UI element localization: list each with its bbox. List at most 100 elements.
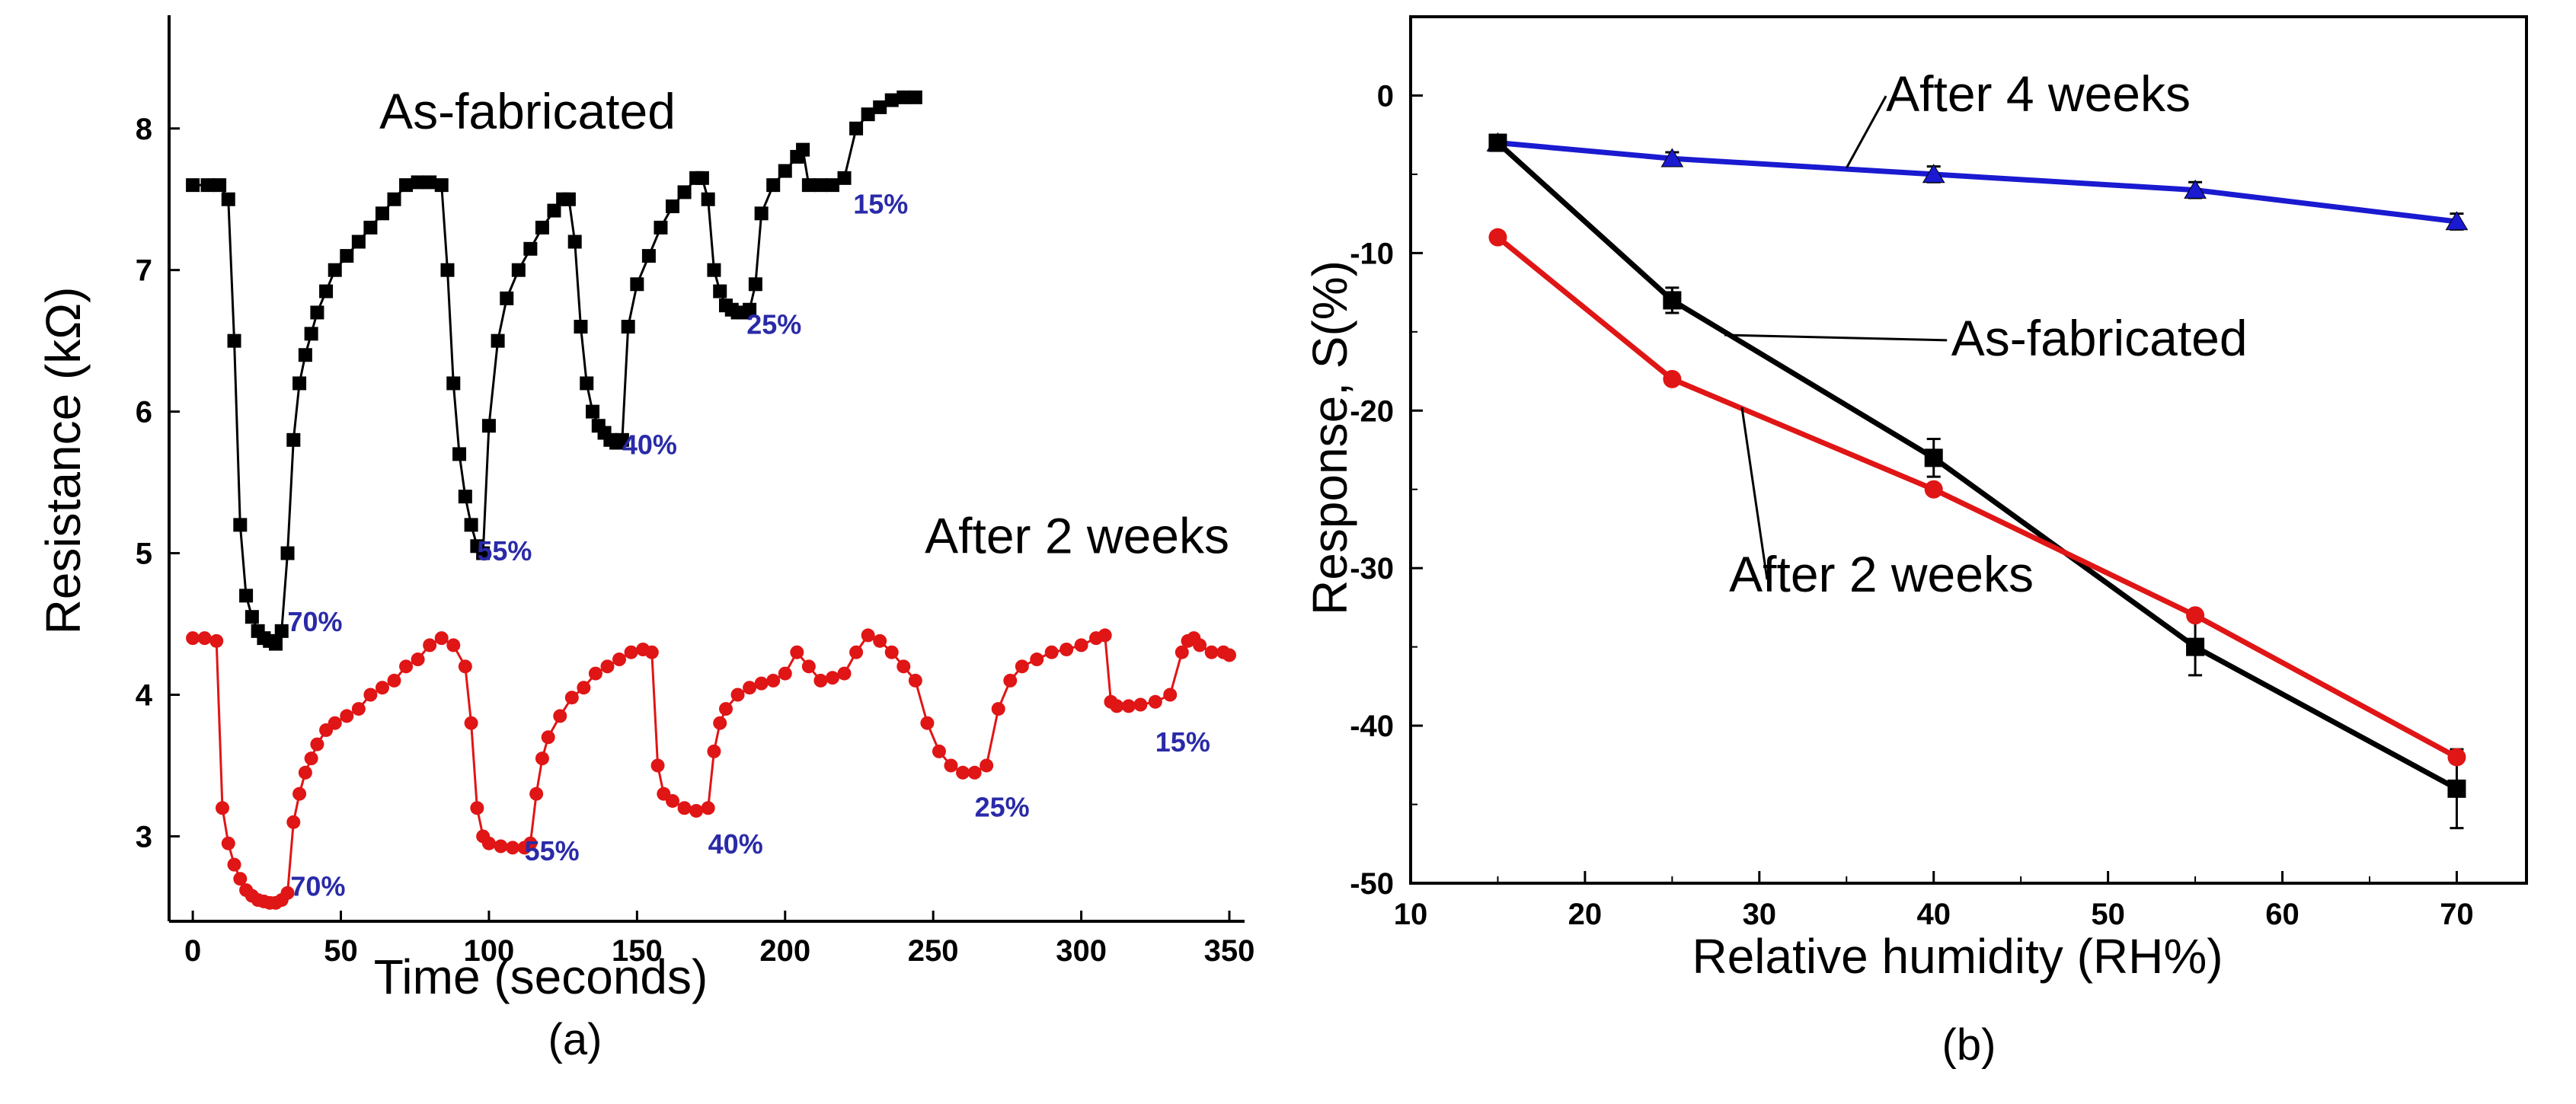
- data-point: [2447, 748, 2466, 767]
- data-point: [547, 203, 561, 218]
- x-tick-label: 150: [612, 934, 663, 968]
- data-point: [666, 199, 680, 214]
- humidity-level-label: 25%: [975, 791, 1030, 822]
- chart-panel-b: 10 20 30 40 50 60 70 0 -10 -20 -30 -40 -50 After 4 …: [1302, 15, 2528, 1070]
- panel-b-series: [1486, 132, 2469, 830]
- panel-b-y-axis-title: Response, S(%): [1302, 260, 1357, 615]
- data-point: [837, 666, 852, 681]
- data-point: [268, 637, 283, 651]
- data-point: [644, 645, 659, 659]
- data-point: [2186, 637, 2205, 656]
- data-point: [464, 716, 478, 730]
- x-tick-label: 50: [324, 934, 358, 968]
- data-point: [1015, 659, 1029, 674]
- series-annotation: After 2 weeks: [925, 508, 1229, 564]
- humidity-level-label: 25%: [746, 308, 801, 340]
- data-point: [1660, 148, 1684, 168]
- data-point: [274, 624, 289, 638]
- data-point: [523, 836, 538, 850]
- data-point: [1163, 688, 1178, 702]
- x-tick-label: 40: [1916, 898, 1951, 931]
- x-tick-label: 250: [908, 934, 959, 968]
- data-point: [630, 277, 644, 292]
- data-point: [718, 702, 733, 716]
- data-point: [399, 178, 414, 193]
- data-point: [1488, 228, 1507, 247]
- x-tick-label: 350: [1204, 934, 1255, 968]
- y-tick-label: -40: [1350, 710, 1394, 743]
- data-point: [980, 758, 994, 773]
- data-point: [304, 751, 318, 766]
- x-tick-label: 70: [2440, 898, 2474, 931]
- data-point: [861, 107, 875, 122]
- series-as-fabricated: [186, 90, 922, 651]
- data-point: [186, 178, 200, 193]
- data-point: [944, 758, 958, 773]
- data-point: [612, 653, 627, 667]
- data-point: [825, 671, 839, 685]
- y-tick-label: -10: [1350, 237, 1394, 270]
- x-tick-label: 300: [1056, 934, 1107, 968]
- humidity-level-label: 15%: [853, 188, 908, 219]
- data-point: [340, 709, 354, 723]
- data-point: [666, 793, 680, 808]
- x-tick-label: 60: [2265, 898, 2300, 931]
- y-tick-label: -50: [1350, 867, 1394, 901]
- data-point: [2184, 179, 2207, 199]
- data-point: [813, 178, 828, 193]
- data-point: [615, 432, 629, 447]
- data-point: [233, 518, 248, 532]
- data-point: [580, 376, 594, 391]
- data-point: [713, 284, 727, 298]
- data-point: [1663, 291, 1682, 310]
- data-point: [896, 659, 911, 674]
- data-point: [743, 302, 757, 317]
- data-point: [920, 716, 935, 730]
- data-point: [553, 709, 567, 723]
- series-annotation: After 4 weeks: [1886, 65, 2191, 122]
- y-tick-label: 8: [136, 113, 152, 146]
- data-point: [896, 90, 911, 104]
- humidity-level-label: 40%: [708, 828, 763, 860]
- data-point: [861, 628, 875, 643]
- data-point: [458, 659, 472, 674]
- data-point: [446, 638, 461, 653]
- data-point: [411, 175, 425, 190]
- data-point: [186, 631, 200, 646]
- data-point: [491, 333, 505, 348]
- data-point: [1175, 645, 1189, 659]
- data-point: [221, 192, 235, 206]
- data-point: [1193, 638, 1207, 653]
- data-point: [621, 320, 635, 334]
- data-point: [588, 666, 602, 681]
- data-point: [298, 765, 312, 780]
- humidity-level-label: 15%: [1155, 726, 1210, 758]
- data-point: [328, 263, 342, 277]
- panel-a-series: [186, 90, 1236, 910]
- y-tick-label: 6: [136, 396, 152, 429]
- data-point: [766, 673, 781, 688]
- data-point: [908, 673, 922, 688]
- data-point: [310, 305, 324, 320]
- data-point: [567, 235, 582, 249]
- series-as-fabricated: [1488, 133, 2466, 830]
- panel-b-x-ticks: 10 20 30 40 50 60 70: [1394, 871, 2474, 931]
- data-point: [375, 206, 389, 221]
- data-point: [244, 610, 259, 624]
- data-point: [292, 376, 307, 391]
- data-point: [452, 447, 467, 461]
- y-tick-label: 3: [136, 820, 152, 854]
- y-tick-label: 0: [1377, 79, 1394, 113]
- data-point: [1488, 133, 1507, 152]
- y-tick-label: 7: [136, 254, 152, 288]
- data-point: [1030, 653, 1044, 667]
- data-point: [967, 765, 982, 780]
- data-point: [801, 659, 816, 674]
- data-point: [399, 659, 414, 674]
- data-point: [476, 546, 491, 560]
- x-tick-label: 200: [759, 934, 810, 968]
- data-point: [574, 320, 588, 334]
- data-point: [363, 220, 378, 235]
- data-point: [801, 178, 816, 193]
